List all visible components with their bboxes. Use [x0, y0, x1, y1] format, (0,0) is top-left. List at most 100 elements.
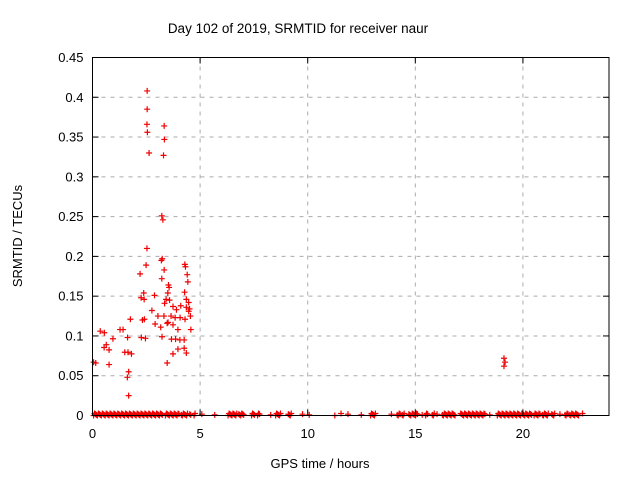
point-marker	[184, 271, 191, 278]
x-tick-label: 0	[89, 426, 96, 441]
zero-marker	[186, 411, 193, 418]
zero-marker	[251, 411, 258, 418]
point-marker	[185, 299, 192, 306]
point-marker	[165, 319, 172, 326]
zero-marker	[388, 411, 395, 418]
x-axis-label: GPS time / hours	[271, 456, 370, 471]
tick-marks	[92, 57, 609, 416]
zero-marker	[424, 411, 431, 418]
point-marker	[172, 336, 179, 343]
zero-marker	[358, 411, 365, 418]
point-marker	[500, 355, 507, 362]
zero-marker	[187, 411, 194, 418]
point-marker	[140, 289, 147, 296]
data-points	[90, 87, 509, 399]
point-marker	[124, 374, 131, 381]
zero-marker	[239, 411, 246, 418]
zero-band-markers	[90, 410, 586, 419]
point-marker	[174, 326, 181, 333]
point-marker	[187, 313, 194, 320]
y-axis-label: SRMTID / TECUs	[10, 184, 25, 287]
x-tick-label: 15	[408, 426, 422, 441]
point-marker	[164, 320, 171, 327]
point-marker	[184, 278, 191, 285]
point-marker	[106, 346, 113, 353]
y-tick-label: 0.25	[58, 209, 83, 224]
point-marker	[502, 359, 509, 366]
point-marker	[106, 361, 113, 368]
point-marker	[174, 346, 181, 353]
point-marker	[159, 333, 166, 340]
zero-marker	[434, 411, 441, 418]
point-marker	[158, 212, 165, 219]
x-tick-label: 20	[516, 426, 530, 441]
point-marker	[143, 121, 150, 128]
point-marker	[138, 334, 145, 341]
point-marker	[137, 270, 144, 277]
point-marker	[166, 297, 173, 304]
point-marker	[125, 368, 132, 375]
zero-marker	[306, 411, 313, 418]
point-marker	[146, 149, 153, 156]
zero-marker	[250, 411, 257, 418]
point-marker	[181, 289, 188, 296]
point-marker	[144, 87, 151, 94]
point-marker	[141, 316, 148, 323]
zero-marker	[159, 411, 166, 418]
zero-marker	[486, 411, 493, 418]
zero-marker	[211, 411, 218, 418]
zero-marker	[344, 411, 351, 418]
point-marker	[169, 321, 176, 328]
gridlines	[92, 57, 609, 416]
y-tick-label: 0.15	[58, 289, 83, 304]
point-marker	[183, 350, 190, 357]
zero-marker	[527, 411, 534, 418]
point-marker	[143, 245, 150, 252]
zero-marker	[267, 411, 274, 418]
point-marker	[92, 359, 99, 366]
point-marker	[148, 307, 155, 314]
point-marker	[154, 313, 161, 320]
point-marker	[182, 316, 189, 323]
point-marker	[160, 313, 167, 320]
plot-border	[92, 57, 610, 416]
zero-marker	[299, 411, 306, 418]
zero-marker	[256, 411, 263, 418]
point-marker	[144, 129, 151, 136]
point-marker	[160, 152, 167, 159]
point-marker	[164, 289, 171, 296]
point-marker	[141, 296, 148, 303]
zero-marker	[158, 411, 165, 418]
zero-marker	[451, 411, 458, 418]
point-marker	[138, 294, 145, 301]
point-marker	[151, 292, 158, 299]
plot-frame	[92, 57, 610, 416]
point-marker	[109, 335, 116, 342]
point-marker	[164, 359, 171, 366]
x-tick-label: 5	[196, 426, 203, 441]
point-marker	[161, 266, 168, 273]
point-marker	[182, 263, 189, 270]
point-marker	[125, 349, 132, 356]
point-marker	[186, 305, 193, 312]
point-marker	[173, 306, 180, 313]
y-tick-label: 0.3	[65, 169, 83, 184]
zero-marker	[556, 411, 563, 418]
zero-marker	[574, 411, 581, 418]
zero-marker	[419, 411, 426, 418]
y-tick-label: 0.35	[58, 130, 83, 145]
point-marker	[177, 314, 184, 321]
point-marker	[177, 302, 184, 309]
point-marker	[166, 284, 173, 291]
point-marker	[169, 350, 176, 357]
point-marker	[103, 341, 110, 348]
zero-marker	[481, 411, 488, 418]
point-marker	[168, 313, 175, 320]
y-tick-label: 0.4	[65, 90, 83, 105]
point-marker	[181, 345, 188, 352]
point-marker	[159, 216, 166, 223]
point-marker	[120, 326, 127, 333]
y-tick-label: 0.2	[65, 249, 83, 264]
